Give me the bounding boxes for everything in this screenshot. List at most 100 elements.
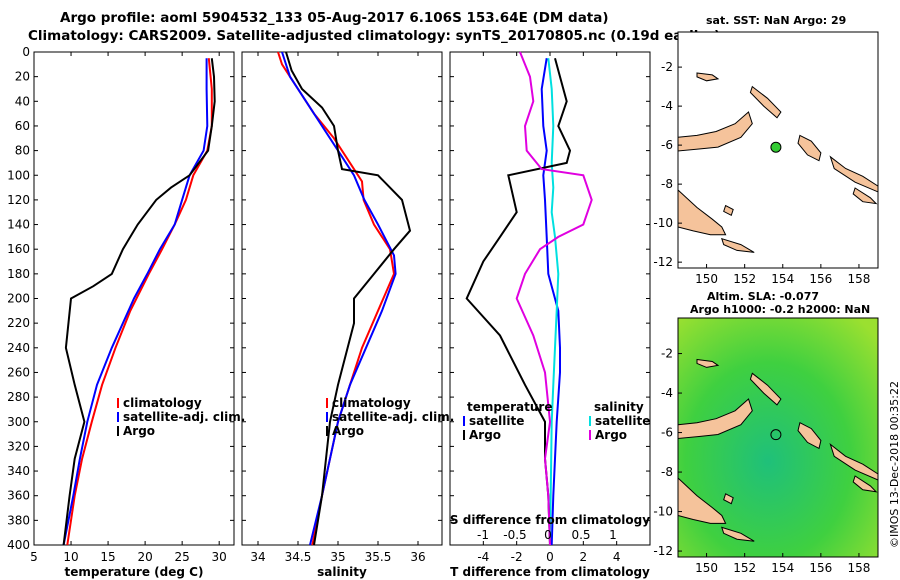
temperature-panel-xlabel: temperature (deg C) <box>65 565 204 579</box>
sst-map-argo-marker <box>770 141 782 153</box>
sst-map-landmass <box>749 85 782 119</box>
depth-tick-label: 0 <box>22 45 30 59</box>
temperature-panel-xtick-label: 25 <box>175 550 190 564</box>
diff-x2tick-label: -1 <box>477 528 489 542</box>
salinity-panel-legend-label: satellite-adj. clim. <box>332 410 454 424</box>
salinity-panel-xlabel: salinity <box>317 565 367 579</box>
sla-map-frame <box>677 317 879 558</box>
sst-map-landmass <box>721 237 755 253</box>
salinity-panel-frame <box>241 51 443 546</box>
sla-map <box>677 317 879 558</box>
chart-title-line1: Argo profile: aoml 5904532_133 05-Aug-20… <box>60 10 609 26</box>
sla-map-landmass <box>749 372 782 406</box>
sst-map-xtick-label: 156 <box>809 272 832 286</box>
temperature-panel-xtick-label: 5 <box>30 550 38 564</box>
sst-map-xtick-label: 158 <box>847 272 870 286</box>
sla-map-landmass <box>677 476 727 524</box>
sst-map-landmass <box>797 134 822 162</box>
sst-map-xtick-label: 154 <box>771 272 794 286</box>
difference-panel-xtick-label: -2 <box>511 550 523 564</box>
sla-map-landmass <box>721 526 755 542</box>
diff-legend-right-label: Argo <box>595 428 627 442</box>
depth-tick-label: 60 <box>15 119 30 133</box>
sla-map-ytick-label: -12 <box>653 544 673 558</box>
depth-tick-label: 160 <box>7 242 30 256</box>
diff-legend-left-label: Argo <box>469 428 501 442</box>
depth-tick-label: 100 <box>7 168 30 182</box>
sla-map-xtick-label: 158 <box>847 561 870 575</box>
depth-tick-label: 20 <box>15 70 30 84</box>
depth-tick-label: 260 <box>7 365 30 379</box>
sst-map-title: sat. SST: NaN Argo: 29 <box>706 14 847 27</box>
sst-map-landmass <box>677 111 753 152</box>
temperature-panel-legend-label: climatology <box>123 396 202 410</box>
sst-map-ytick-label: -4 <box>661 99 673 113</box>
temperature-panel-xtick-label: 10 <box>63 550 78 564</box>
salinity-panel-legend-label: climatology <box>332 396 411 410</box>
difference-panel-series-t-satellite <box>540 58 561 546</box>
salinity-panel-xtick-label: 35 <box>330 550 345 564</box>
sla-map-ytick-label: -6 <box>661 426 673 440</box>
sst-map-ytick-label: -12 <box>653 255 673 269</box>
salinity-panel-series-argo <box>285 51 412 546</box>
sst-map-ytick-label: -10 <box>653 216 673 230</box>
difference-panel-xtick-label: 2 <box>580 550 588 564</box>
depth-tick-label: 40 <box>15 94 30 108</box>
sst-map-xtick-label: 152 <box>733 272 756 286</box>
temperature-panel-legend-label: satellite-adj. clim. <box>123 410 245 424</box>
sst-map-ytick-label: -2 <box>661 60 673 74</box>
temperature-panel-xtick-label: 15 <box>100 550 115 564</box>
sla-map-title: Altim. SLA: -0.077 <box>707 290 820 303</box>
sst-map <box>677 31 879 269</box>
depth-tick-label: 340 <box>7 464 30 478</box>
sla-map-landmass <box>696 358 720 368</box>
depth-tick-label: 200 <box>7 292 30 306</box>
temperature-panel-legend-label: Argo <box>123 424 155 438</box>
depth-tick-label: 380 <box>7 513 30 527</box>
difference-panel-frame <box>449 51 651 546</box>
sla-map-xtick-label: 154 <box>771 561 794 575</box>
diff-x2tick-label: 0 <box>544 528 552 542</box>
sst-map-landmass <box>677 188 727 236</box>
difference-panel-xlabel: T difference from climatology <box>450 565 650 579</box>
sst-map-landmass <box>852 187 878 205</box>
sla-map-landmass <box>852 475 878 493</box>
difference-panel-xtick-label: 4 <box>613 550 621 564</box>
depth-tick-label: 280 <box>7 390 30 404</box>
sla-map-ytick-label: -4 <box>661 386 673 400</box>
sla-map-landmass <box>677 398 753 440</box>
salinity-panel-xtick-label: 34.5 <box>285 550 312 564</box>
sla-map-ytick-label: -10 <box>653 505 673 519</box>
diff-legend-right-heading: salinity <box>594 400 644 414</box>
diff-legend-left-label: satellite <box>469 414 524 428</box>
salinity-panel-xtick-label: 36 <box>410 550 425 564</box>
difference-panel-xtick-label: -4 <box>477 550 489 564</box>
difference-panel-series-s-satellite <box>547 58 560 546</box>
depth-tick-label: 80 <box>15 144 30 158</box>
difference-panel-xtick-label: 0 <box>546 550 554 564</box>
sst-map-landmass <box>723 204 734 217</box>
depth-tick-label: 240 <box>7 341 30 355</box>
salinity-panel-legend-label: Argo <box>332 424 364 438</box>
diff-legend-left-heading: temperature <box>467 400 552 414</box>
sla-map-ytick-label: -8 <box>661 465 673 479</box>
sla-map-xtick-label: 156 <box>809 561 832 575</box>
sla-map-xtick-label: 152 <box>733 561 756 575</box>
depth-tick-label: 180 <box>7 267 30 281</box>
diff-x2tick-label: 1 <box>609 528 617 542</box>
temperature-panel-xtick-label: 30 <box>212 550 227 564</box>
sla-map-subtitle: Argo h1000: -0.2 h2000: NaN <box>690 303 871 316</box>
salinity-panel-series-satellite-adj--clim- <box>281 51 397 546</box>
chart-title-line2: Climatology: CARS2009. Satellite-adjuste… <box>28 28 721 44</box>
sst-map-landmass <box>696 72 720 82</box>
temperature-panel-series-argo <box>62 58 216 546</box>
sst-map-xtick-label: 150 <box>695 272 718 286</box>
temperature-panel-series-satellite-adj--clim- <box>62 58 209 546</box>
salinity-panel-xtick-label: 35.5 <box>365 550 392 564</box>
diff-x2tick-label: 0.5 <box>571 528 590 542</box>
diff-x2label: S difference from climatology <box>450 513 650 527</box>
sla-map-ytick-label: -2 <box>661 347 673 361</box>
salinity-panel-xtick-label: 34 <box>250 550 265 564</box>
credit-text: ©IMOS 13-Dec-2018 00:35:22 <box>888 381 900 548</box>
